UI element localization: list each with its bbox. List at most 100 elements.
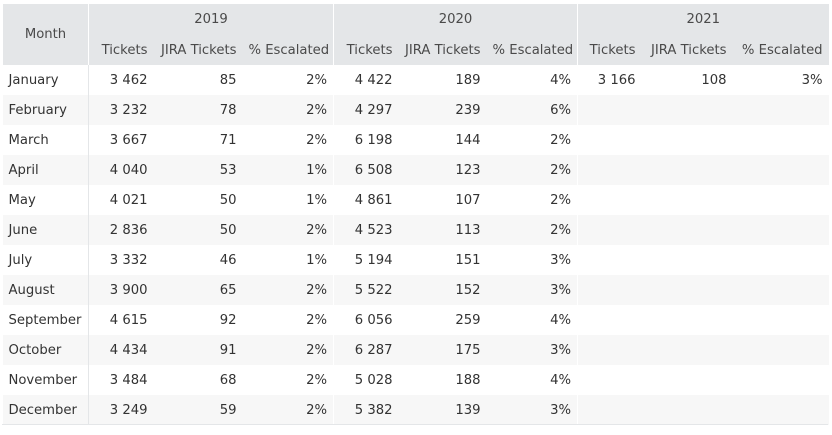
month-cell: May — [2, 185, 89, 215]
month-cell: October — [2, 335, 89, 365]
tickets-cell: 5 522 — [333, 275, 399, 305]
escalated-cell: 3% — [486, 335, 578, 365]
col-header-escalated[interactable]: % Escalated — [486, 35, 578, 65]
jira-tickets-cell: 107 — [455, 192, 481, 208]
year-header-2020[interactable]: 2020 — [333, 4, 578, 35]
escalated-cell — [733, 305, 829, 335]
tickets-cell: 6 287 — [333, 335, 399, 365]
escalated-cell: 2% — [242, 275, 334, 305]
jira-tickets-cell: 113 — [398, 215, 487, 245]
month-column-header[interactable]: Month — [2, 4, 89, 65]
tickets-cell: 5 382 — [333, 395, 399, 425]
escalated-cell: 2% — [242, 395, 334, 425]
table-row[interactable]: August 3 900 65 2% 5 522 152 3% — [2, 275, 829, 305]
tickets-cell: 6 198 — [333, 125, 399, 155]
year-header-2021[interactable]: 2021 — [577, 4, 829, 35]
tickets-cell: 3 484 — [88, 365, 154, 395]
tickets-cell: 3 462 — [88, 65, 154, 95]
escalated-cell: 4% — [550, 72, 572, 88]
tickets-cell: 5 194 — [333, 245, 399, 275]
col-header-escalated[interactable]: % Escalated — [242, 35, 334, 65]
tickets-cell: 4 523 — [333, 215, 399, 245]
jira-tickets-cell — [642, 305, 733, 335]
table-row[interactable]: February 3 232 78 2% 4 297 239 6% — [2, 95, 829, 125]
col-header-jira-tickets[interactable]: JIRA Tickets — [641, 35, 733, 65]
tickets-cell: 2 836 — [88, 215, 154, 245]
tickets-cell: 3 166 — [577, 65, 642, 95]
table-row[interactable]: July 3 332 46 1% 5 194 151 3% — [2, 245, 829, 275]
escalated-cell: 1% — [306, 192, 328, 208]
jira-tickets-cell: 46 — [219, 252, 237, 268]
jira-tickets-cell: 175 — [398, 335, 487, 365]
escalated-cell: 2% — [242, 95, 334, 125]
tickets-cell — [577, 125, 642, 155]
tickets-cell: 3 332 — [88, 245, 154, 275]
jira-tickets-cell: 152 — [398, 275, 487, 305]
year-header-2019[interactable]: 2019 — [87, 4, 334, 35]
escalated-cell — [732, 275, 829, 305]
escalated-cell: 4% — [550, 312, 572, 328]
tickets-cell: 4 615 — [88, 305, 154, 335]
col-header-tickets[interactable]: Tickets — [88, 35, 154, 65]
escalated-cell — [732, 95, 829, 125]
measure-header-row: Tickets JIRA Tickets % Escalated Tickets… — [3, 35, 829, 65]
jira-tickets-cell — [642, 185, 733, 215]
table-row[interactable]: March 3 667 71 2% 6 198 144 2% — [2, 125, 829, 155]
col-header-jira-tickets[interactable]: JIRA Tickets — [398, 35, 487, 65]
table-row[interactable]: May 4 021 50 1% 4 861 107 2% — [2, 185, 829, 215]
jira-tickets-cell: 50 — [219, 192, 237, 208]
jira-tickets-cell: 85 — [219, 72, 237, 88]
escalated-cell — [732, 215, 829, 245]
jira-tickets-cell — [642, 245, 733, 275]
table-row[interactable]: January 3 462 85 2% 4 422 189 4% 3 166 108 3% — [2, 65, 829, 95]
escalated-cell: 3% — [486, 275, 578, 305]
escalated-cell: 2% — [306, 372, 328, 388]
tickets-cell: 4 861 — [333, 185, 399, 215]
jira-tickets-cell: 144 — [455, 132, 481, 148]
table-row[interactable]: October 4 434 91 2% 6 287 175 3% — [2, 335, 829, 365]
tickets-cell: 3 232 — [88, 95, 154, 125]
table-row[interactable]: November 3 484 68 2% 5 028 188 4% — [2, 365, 829, 395]
tickets-cell — [577, 185, 642, 215]
escalated-cell: 2% — [306, 132, 328, 148]
tickets-cell: 4 422 — [333, 65, 399, 95]
escalated-cell — [733, 365, 829, 395]
month-cell: September — [2, 305, 89, 335]
tickets-cell — [577, 95, 642, 125]
table-row[interactable]: December 3 249 59 2% 5 382 139 3% — [2, 395, 829, 425]
tickets-cell: 4 297 — [333, 95, 399, 125]
month-cell: January — [2, 65, 89, 95]
jira-tickets-cell — [641, 275, 733, 305]
month-cell: December — [2, 395, 89, 425]
tickets-matrix-table: Month 2019 2020 2021 Tickets JIRA Ticket… — [2, 4, 829, 425]
jira-tickets-cell — [642, 365, 733, 395]
table-row[interactable]: September 4 615 92 2% 6 056 259 4% — [2, 305, 829, 335]
jira-tickets-cell: 91 — [153, 335, 243, 365]
escalated-cell: 1% — [306, 252, 328, 268]
col-header-tickets[interactable]: Tickets — [333, 35, 399, 65]
jira-tickets-cell: 108 — [701, 72, 727, 88]
year-header-row: Month 2019 2020 2021 — [2, 4, 829, 65]
col-header-jira-tickets[interactable]: JIRA Tickets — [153, 35, 243, 65]
escalated-cell: 2% — [486, 215, 578, 245]
col-header-escalated[interactable]: % Escalated — [732, 35, 829, 65]
jira-tickets-cell: 259 — [455, 312, 481, 328]
table-row[interactable]: April 4 040 53 1% 6 508 123 2% — [2, 155, 829, 185]
escalated-cell — [733, 125, 829, 155]
jira-tickets-cell — [642, 125, 733, 155]
jira-tickets-cell: 151 — [455, 252, 481, 268]
tickets-cell — [577, 365, 642, 395]
tickets-cell — [577, 395, 642, 425]
jira-tickets-cell: 68 — [219, 372, 237, 388]
escalated-cell: 3% — [801, 72, 823, 88]
jira-tickets-cell: 53 — [153, 155, 243, 185]
jira-tickets-cell: 139 — [398, 395, 487, 425]
col-header-tickets[interactable]: Tickets — [577, 35, 642, 65]
escalated-cell: 2% — [242, 335, 334, 365]
month-cell: June — [2, 215, 89, 245]
table-row[interactable]: June 2 836 50 2% 4 523 113 2% — [2, 215, 829, 245]
escalated-cell: 4% — [550, 372, 572, 388]
month-cell: April — [2, 155, 89, 185]
jira-tickets-cell: 239 — [398, 95, 487, 125]
